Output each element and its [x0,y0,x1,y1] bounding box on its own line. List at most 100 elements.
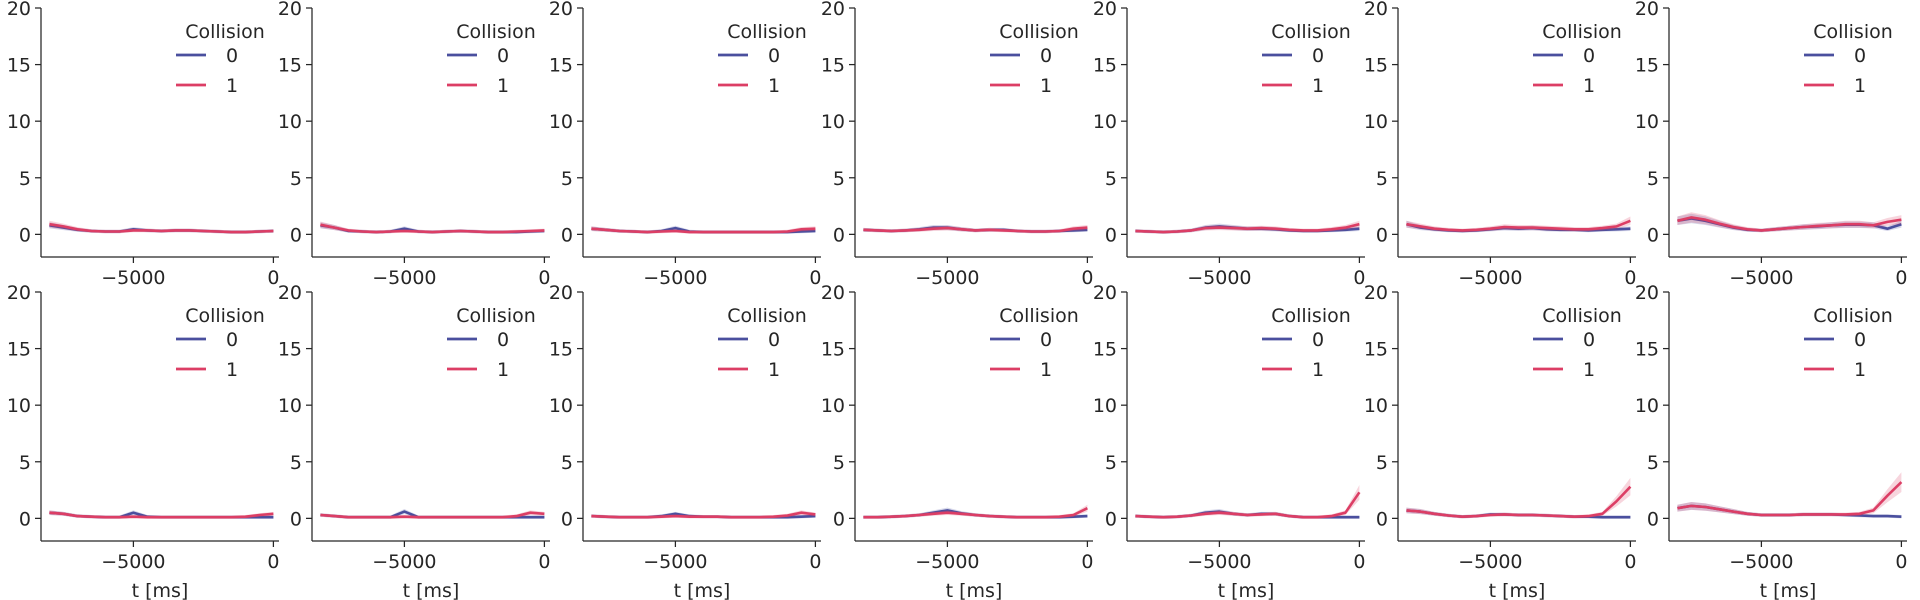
legend-title: Collision [1542,21,1622,43]
y-tick-label: 20 [1635,282,1659,304]
y-tick-label: 10 [821,111,845,133]
legend-entry-0: 0 [1583,45,1595,67]
x-tick-label: −5000 [1729,551,1793,573]
x-tick-label: 0 [1895,267,1907,289]
y-tick-label: 5 [19,452,31,474]
y-tick-label: 5 [1647,452,1659,474]
series-1-ci-band [320,221,545,234]
legend-entry-1: 1 [1040,75,1052,97]
y-tick-label: 0 [290,224,302,246]
y-tick-label: 5 [1376,168,1388,190]
x-tick-label: −5000 [372,267,436,289]
y-tick-label: 5 [561,168,573,190]
y-tick-label: 20 [7,282,31,304]
y-tick-label: 15 [549,55,573,77]
y-tick-label: 0 [1105,508,1117,530]
x-axis-label: t [ms] [946,580,1003,600]
y-tick-label: 10 [278,111,302,133]
y-tick-label: 0 [19,224,31,246]
legend-entry-1: 1 [1854,75,1866,97]
y-tick-label: 15 [1093,339,1117,361]
y-tick-label: 5 [1105,452,1117,474]
y-tick-label: 5 [1376,452,1388,474]
y-tick-label: 0 [833,224,845,246]
legend-title: Collision [185,305,265,327]
legend-title: Collision [727,305,807,327]
legend-entry-1: 1 [497,359,509,381]
y-tick-label: 0 [1376,508,1388,530]
y-tick-label: 0 [833,508,845,530]
x-axis-label: t [ms] [1760,580,1817,600]
y-tick-label: 15 [1093,55,1117,77]
y-tick-label: 15 [821,55,845,77]
y-tick-label: 5 [1647,168,1659,190]
y-tick-label: 20 [1364,0,1388,20]
y-tick-label: 10 [1093,111,1117,133]
x-tick-label: 0 [1624,267,1636,289]
x-tick-label: 0 [538,551,550,573]
y-tick-label: 10 [7,395,31,417]
y-tick-label: 20 [549,282,573,304]
y-tick-label: 0 [561,224,573,246]
legend-entry-1: 1 [1312,75,1324,97]
y-tick-label: 10 [549,111,573,133]
series-1-line [1677,216,1902,232]
legend-entry-1: 1 [1583,75,1595,97]
legend-entry-1: 1 [1040,359,1052,381]
legend-title: Collision [1813,305,1893,327]
x-tick-label: 0 [1353,267,1365,289]
y-tick-label: 0 [19,508,31,530]
legend-entry-0: 0 [1854,329,1866,351]
x-tick-label: −5000 [101,267,165,289]
y-tick-label: 10 [1093,395,1117,417]
x-tick-label: 0 [267,267,279,289]
y-tick-label: 5 [290,168,302,190]
y-tick-label: 15 [1364,55,1388,77]
y-tick-label: 5 [290,452,302,474]
x-tick-label: −5000 [101,551,165,573]
series-1-line [591,511,816,519]
x-axis-label: t [ms] [1218,580,1275,600]
legend-title: Collision [1542,305,1622,327]
x-tick-label: 0 [267,551,279,573]
legend-title: Collision [456,305,536,327]
series-1-line [49,222,274,234]
series-1-line [863,226,1088,233]
y-tick-label: 20 [1093,0,1117,20]
y-tick-label: 15 [549,339,573,361]
legend-entry-0: 0 [226,45,238,67]
legend-entry-1: 1 [226,359,238,381]
x-tick-label: −5000 [1729,267,1793,289]
y-tick-label: 0 [1647,508,1659,530]
x-tick-label: −5000 [1458,267,1522,289]
y-tick-label: 15 [1635,55,1659,77]
y-tick-label: 5 [833,452,845,474]
x-axis-label: t [ms] [1489,580,1546,600]
series-1-line [320,511,545,519]
x-tick-label: −5000 [1187,267,1251,289]
legend-title: Collision [185,21,265,43]
legend-title: Collision [727,21,807,43]
legend-entry-1: 1 [1854,359,1866,381]
y-tick-label: 5 [561,452,573,474]
y-tick-label: 10 [1364,395,1388,417]
x-tick-label: 0 [1081,267,1093,289]
legend-title: Collision [456,21,536,43]
x-tick-label: 0 [809,267,821,289]
